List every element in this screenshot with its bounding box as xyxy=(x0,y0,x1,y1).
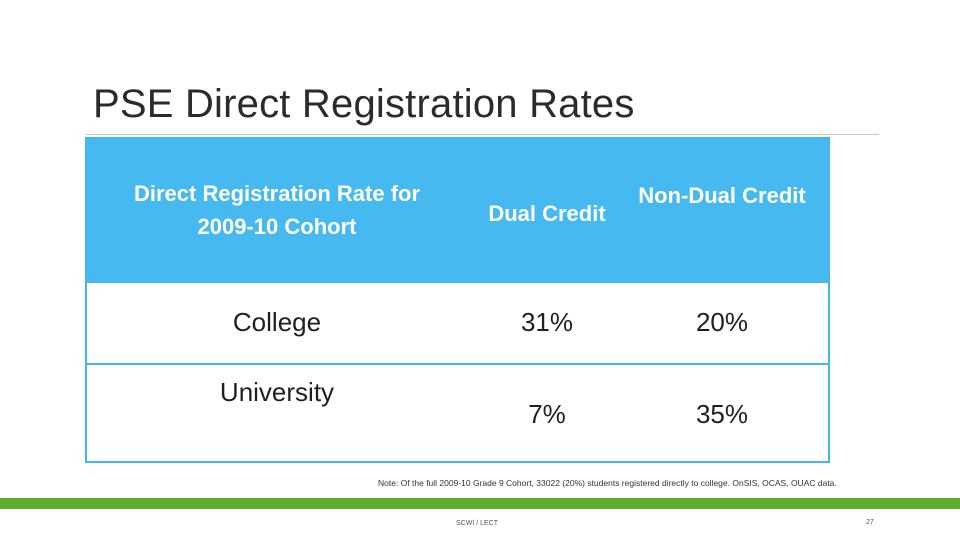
header-rate-label-line2: 2009-10 Cohort xyxy=(197,214,357,239)
footer-accent-bar xyxy=(0,498,960,509)
cell-non-dual-credit: 20% xyxy=(695,307,749,337)
row-label: College xyxy=(232,307,322,337)
header-rate-label-line1: Direct Registration Rate for xyxy=(133,181,421,206)
header-dual-credit: Dual Credit xyxy=(488,201,606,226)
page-number: 27 xyxy=(866,519,874,526)
cell-dual-credit: 7% xyxy=(528,399,566,429)
table-row-university: University 7% 35% xyxy=(87,365,828,461)
table-header-row: Direct Registration Rate for 2009-10 Coh… xyxy=(87,139,828,283)
cell-dual-credit: 31% xyxy=(520,307,574,337)
data-source-note: Note: Of the full 2009-10 Grade 9 Cohort… xyxy=(378,478,837,488)
row-label: University xyxy=(219,377,335,407)
header-non-dual-credit: Non-Dual Credit xyxy=(638,183,806,208)
cell-non-dual-credit: 35% xyxy=(695,399,749,429)
registration-rates-table: Direct Registration Rate for 2009-10 Coh… xyxy=(85,137,830,463)
header-rate-label: Direct Registration Rate for 2009-10 Coh… xyxy=(97,177,457,243)
table-row-college: College 31% 20% xyxy=(87,283,828,365)
footer-text: SCWI / LECT xyxy=(456,520,499,527)
title-divider xyxy=(86,134,879,135)
slide-title: PSE Direct Registration Rates xyxy=(93,82,635,126)
